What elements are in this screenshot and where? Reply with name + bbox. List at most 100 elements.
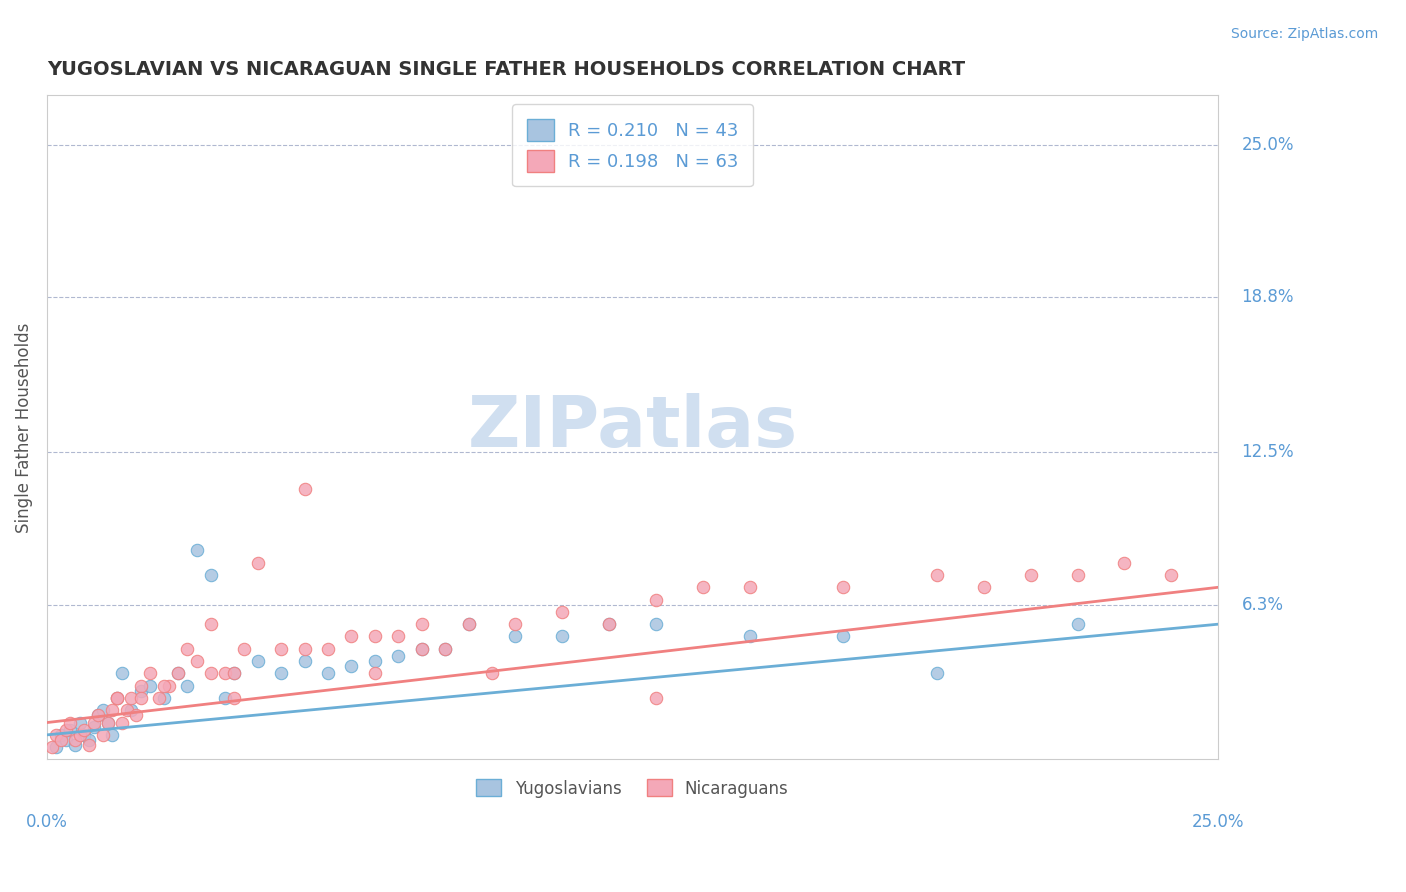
Point (153, 679, 176, 693)
Point (411, 617, 433, 632)
Point (1066, 568, 1088, 582)
Point (186, 543, 208, 558)
Point (45, 740, 67, 755)
Point (387, 649, 409, 664)
Point (167, 666, 190, 681)
Point (387, 630, 409, 644)
Point (59, 715, 82, 730)
Text: Source: ZipAtlas.com: Source: ZipAtlas.com (1230, 27, 1378, 41)
Point (101, 703, 124, 717)
Point (186, 654, 208, 668)
Point (176, 679, 198, 693)
Point (1114, 556, 1136, 570)
Point (1160, 568, 1182, 582)
Point (111, 666, 134, 681)
Point (77, 732, 100, 747)
Point (55, 723, 77, 737)
Text: 18.8%: 18.8% (1241, 288, 1294, 306)
Point (270, 641, 292, 656)
Text: 25.0%: 25.0% (1192, 813, 1244, 830)
Point (120, 703, 142, 717)
Point (598, 617, 620, 632)
Point (153, 690, 176, 705)
Point (364, 666, 387, 681)
Point (505, 630, 527, 644)
Text: 25.0%: 25.0% (1241, 136, 1294, 153)
Point (97, 715, 120, 730)
Point (139, 666, 162, 681)
Point (59, 723, 82, 737)
Point (55, 732, 77, 747)
Point (224, 690, 246, 705)
Point (214, 666, 236, 681)
Point (925, 568, 948, 582)
Point (457, 617, 479, 632)
Point (83, 721, 105, 735)
Point (645, 617, 668, 632)
Point (224, 666, 246, 681)
Point (505, 617, 527, 632)
Point (457, 617, 479, 632)
Point (973, 580, 995, 594)
Point (294, 641, 316, 656)
Point (45, 728, 67, 742)
Point (434, 641, 457, 656)
Point (232, 641, 254, 656)
Point (411, 641, 433, 656)
Point (200, 568, 222, 582)
Point (738, 580, 761, 594)
Text: 6.3%: 6.3% (1241, 596, 1284, 614)
Point (214, 690, 236, 705)
Point (129, 690, 152, 705)
Point (832, 580, 855, 594)
Point (364, 630, 387, 644)
Point (832, 630, 855, 644)
Point (246, 556, 269, 570)
Point (87, 708, 110, 723)
Point (125, 708, 148, 723)
Point (73, 723, 96, 737)
Point (316, 641, 339, 656)
Point (105, 690, 128, 705)
Point (434, 641, 457, 656)
Point (139, 679, 162, 693)
Point (91, 703, 114, 717)
Point (316, 666, 339, 681)
Point (105, 690, 128, 705)
Point (120, 690, 142, 705)
Point (692, 580, 714, 594)
Point (200, 617, 222, 632)
Point (129, 683, 152, 698)
Point (270, 666, 292, 681)
Point (49, 732, 72, 747)
Point (481, 666, 503, 681)
Point (111, 715, 134, 730)
Point (83, 715, 105, 730)
Point (411, 641, 433, 656)
Point (598, 617, 620, 632)
Point (176, 641, 198, 656)
Point (77, 738, 100, 752)
Point (738, 630, 761, 644)
Point (645, 690, 668, 705)
Point (101, 728, 124, 742)
Text: ZIPatlas: ZIPatlas (467, 393, 797, 462)
Point (294, 654, 316, 668)
Point (340, 659, 363, 673)
Point (1019, 568, 1042, 582)
Text: 0.0%: 0.0% (25, 813, 67, 830)
Point (645, 592, 668, 607)
Point (63, 738, 86, 752)
Point (551, 605, 574, 619)
Point (129, 679, 152, 693)
Point (73, 728, 96, 742)
Point (91, 728, 114, 742)
Point (157, 679, 180, 693)
Point (41, 740, 63, 755)
Point (63, 732, 86, 747)
Point (97, 715, 120, 730)
Point (294, 482, 316, 496)
Point (551, 630, 574, 644)
Point (200, 666, 222, 681)
Point (69, 715, 91, 730)
